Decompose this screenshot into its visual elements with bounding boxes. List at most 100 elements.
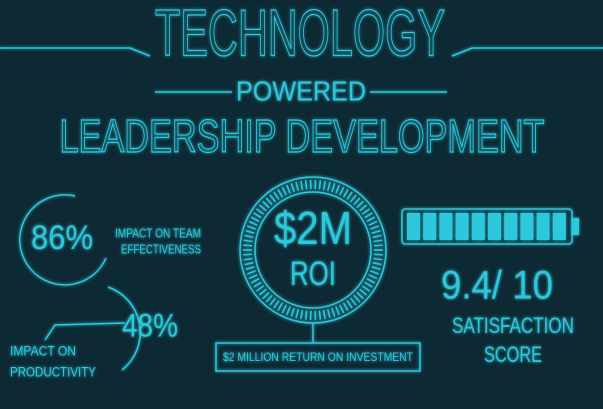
tick [246,270,256,275]
tick [342,188,349,198]
tick [373,239,383,243]
tick [273,191,280,200]
tick [245,266,255,271]
battery-cells [407,213,566,240]
tick [373,253,383,256]
tick [371,229,381,234]
roi-ticks [243,180,383,320]
tick [318,180,322,190]
tick [277,302,284,312]
tick [290,183,295,193]
tick [300,180,304,191]
satisfaction-label: SATISFACTION [452,313,574,338]
productivity-label: PRODUCTIVITY [10,364,97,380]
tick [359,288,368,296]
cell [504,213,518,240]
tick [277,188,284,198]
tick [371,266,381,271]
team-value: 86% [31,219,93,257]
tick [322,180,326,191]
roi-label: ROI [290,255,336,293]
tick [326,308,331,319]
cell [471,213,485,240]
tick [366,277,376,284]
tick [335,306,340,316]
tick [364,281,373,288]
tick [290,307,295,317]
tick [269,297,277,306]
tick [372,261,382,266]
tick [342,302,349,312]
tick [255,285,265,292]
tick [300,309,304,320]
productivity-value: 48% [122,307,178,343]
productivity-arc [107,286,141,371]
tick [243,239,253,243]
tick [286,184,291,194]
cell [455,213,469,240]
team-arc [19,194,107,286]
satisfaction-value: 9.4/ 10 [441,264,553,308]
tick [265,197,273,206]
tick [262,291,270,300]
tick [248,274,258,280]
tick [273,300,280,309]
tick [353,294,361,303]
tick [361,285,371,292]
tick [250,277,260,284]
tick [295,181,300,192]
title-line1: TECHNOLOGY [155,0,445,69]
tick [281,304,287,314]
tick [304,180,308,190]
title-line2: POWERED [236,75,366,106]
tick [244,234,254,239]
roi-ring [254,191,372,309]
cell [439,213,453,240]
tick [346,191,353,200]
cell [423,213,437,240]
tick [335,184,340,194]
battery-tip [572,218,579,235]
tick [304,310,308,320]
tick [255,208,265,215]
tick [368,220,378,226]
tick [361,208,371,215]
tick [370,270,380,275]
cell [407,213,420,240]
tick [258,288,267,296]
team-label: IMPACT ON TEAM [115,225,201,240]
tick [339,186,345,196]
tick [372,234,382,239]
tick [353,197,361,206]
deco-line [44,322,126,341]
tick [253,212,262,219]
tick [356,291,364,300]
tick [356,200,364,209]
tick [318,310,322,320]
content: TECHNOLOGY POWERED LEADERSHIP DEVELOPMEN… [0,0,603,380]
tick [243,253,253,256]
tick [295,308,300,319]
tick [331,183,336,193]
tick [359,204,368,212]
team-label: EFFECTIVENESS [121,241,201,256]
tick [373,257,383,261]
tick [243,244,253,247]
cell [552,213,566,240]
tick [326,181,331,192]
tick [243,257,253,261]
tick [258,204,267,212]
productivity-label: IMPACT ON [10,343,76,359]
tick [349,194,357,203]
tick [364,212,373,219]
tick [265,294,273,303]
tick [373,244,383,247]
tick [331,307,336,317]
cell [520,213,534,240]
roi-caption-box [215,342,421,372]
title-line3: LEADERSHIP DEVELOPMENT [60,110,545,162]
tick [250,216,260,223]
tick [248,220,258,226]
tick [368,274,378,280]
